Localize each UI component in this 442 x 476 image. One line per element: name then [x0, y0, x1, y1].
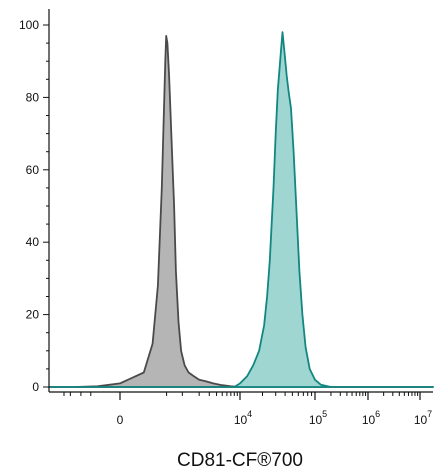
histogram-series-group: [48, 31, 434, 388]
x-tick-labels-group: 0 104 105 106 107: [117, 409, 433, 427]
x-tick-label: 0: [117, 413, 124, 427]
x-tick-label: 107: [414, 409, 432, 427]
x-axis-label: CD81-CF®700: [177, 450, 303, 471]
y-ticks-group: 0 20 40 60 80 100: [19, 18, 49, 394]
x-ticks-group: [63, 392, 421, 400]
x-tick-label: 105: [309, 409, 327, 427]
y-tick-label: 40: [26, 235, 40, 249]
histogram-series-1: [48, 35, 434, 388]
axes-group: [48, 9, 433, 393]
y-tick-label: 20: [26, 308, 40, 322]
y-tick-label: 60: [26, 163, 40, 177]
y-tick-label: 100: [19, 18, 39, 32]
x-tick-label: 106: [362, 409, 380, 427]
y-tick-label: 80: [26, 90, 40, 104]
histogram-series-2: [48, 31, 434, 388]
x-tick-label: 104: [234, 409, 252, 427]
y-tick-label: 0: [32, 380, 39, 394]
